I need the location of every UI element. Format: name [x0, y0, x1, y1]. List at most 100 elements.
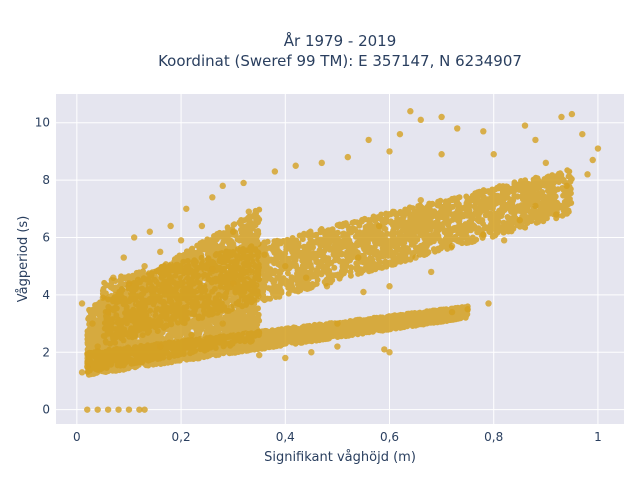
data-point	[553, 211, 560, 218]
data-point	[386, 283, 393, 290]
data-point	[282, 262, 289, 270]
chart-title-line2: Koordinat (Sweref 99 TM): E 357147, N 62…	[158, 52, 522, 70]
data-point	[532, 202, 539, 210]
data-point	[125, 280, 133, 287]
data-point	[141, 406, 148, 413]
data-point	[130, 234, 138, 241]
data-point	[78, 369, 86, 376]
x-axis-title: Signifikant våghöjd (m)	[264, 450, 416, 465]
data-point	[516, 217, 523, 224]
data-point	[480, 231, 487, 238]
data-point	[427, 268, 435, 276]
data-point	[542, 159, 550, 167]
x-tick-label: 1	[594, 430, 602, 444]
x-tick-label: 0	[73, 430, 81, 444]
data-point	[209, 194, 216, 201]
data-point	[438, 151, 445, 158]
x-tick-label: 0,4	[276, 430, 295, 444]
data-point	[229, 280, 237, 287]
data-point	[120, 254, 127, 261]
data-point	[188, 331, 195, 339]
data-point	[146, 228, 153, 235]
data-point	[334, 343, 341, 350]
data-point	[302, 274, 310, 281]
y-tick-label: 8	[42, 173, 50, 187]
data-point	[209, 265, 216, 273]
data-point	[136, 406, 143, 413]
data-point	[521, 122, 529, 129]
data-point	[99, 294, 107, 301]
y-axis-title: Vågperiod (s)	[16, 216, 31, 303]
data-point	[115, 406, 122, 413]
data-point	[386, 148, 393, 155]
data-point	[94, 406, 101, 413]
data-point	[480, 128, 487, 135]
data-point	[198, 222, 206, 230]
data-point	[532, 136, 539, 144]
data-point	[84, 363, 91, 370]
y-tick-label: 4	[42, 288, 50, 302]
y-tick-label: 2	[42, 345, 50, 359]
data-point	[448, 242, 456, 250]
data-point	[558, 113, 565, 121]
data-point	[308, 349, 315, 356]
data-point	[157, 343, 164, 350]
data-point	[177, 237, 185, 244]
data-point	[167, 222, 174, 230]
chart-title-line1: År 1979 - 2019	[284, 31, 397, 50]
data-point	[104, 406, 112, 413]
data-point	[360, 288, 367, 296]
data-point	[292, 162, 299, 169]
data-point	[589, 156, 596, 164]
scatter-density-cloud	[84, 206, 263, 375]
y-tick-label: 6	[42, 230, 50, 244]
data-point	[334, 320, 341, 327]
data-point	[490, 151, 497, 158]
data-point	[417, 116, 424, 124]
data-point	[386, 349, 393, 356]
data-point	[271, 168, 279, 175]
data-point	[323, 283, 331, 290]
data-point	[375, 222, 383, 230]
data-point	[500, 237, 508, 244]
data-point	[594, 145, 602, 152]
data-point	[256, 351, 263, 359]
data-point	[417, 196, 424, 204]
data-point	[282, 354, 289, 362]
data-point	[94, 343, 101, 350]
y-tick-label: 0	[42, 403, 50, 417]
data-point	[84, 406, 91, 413]
data-point	[229, 228, 237, 235]
x-tick-label: 0,6	[380, 430, 399, 444]
y-tick-label: 10	[35, 116, 50, 130]
data-point	[563, 182, 570, 190]
data-point	[438, 113, 445, 121]
data-point	[407, 108, 414, 115]
data-point	[245, 208, 253, 215]
data-point	[579, 130, 586, 138]
data-point	[219, 182, 226, 190]
x-tick-label: 0,2	[172, 430, 191, 444]
data-point	[381, 346, 388, 353]
data-point	[110, 274, 117, 281]
data-point	[568, 110, 576, 118]
data-point	[355, 254, 362, 261]
data-point	[412, 254, 419, 261]
data-point	[318, 159, 325, 167]
data-point	[89, 320, 96, 327]
data-points	[78, 108, 602, 413]
data-point	[485, 300, 492, 307]
data-point	[584, 171, 591, 178]
data-point	[125, 406, 133, 413]
data-point	[141, 262, 148, 270]
data-point	[240, 179, 247, 187]
data-point	[78, 300, 86, 307]
x-tick-label: 0,8	[484, 430, 503, 444]
data-point	[448, 308, 456, 316]
data-point	[464, 306, 471, 313]
data-point	[157, 248, 164, 256]
scatter-density-cloud	[84, 303, 471, 378]
